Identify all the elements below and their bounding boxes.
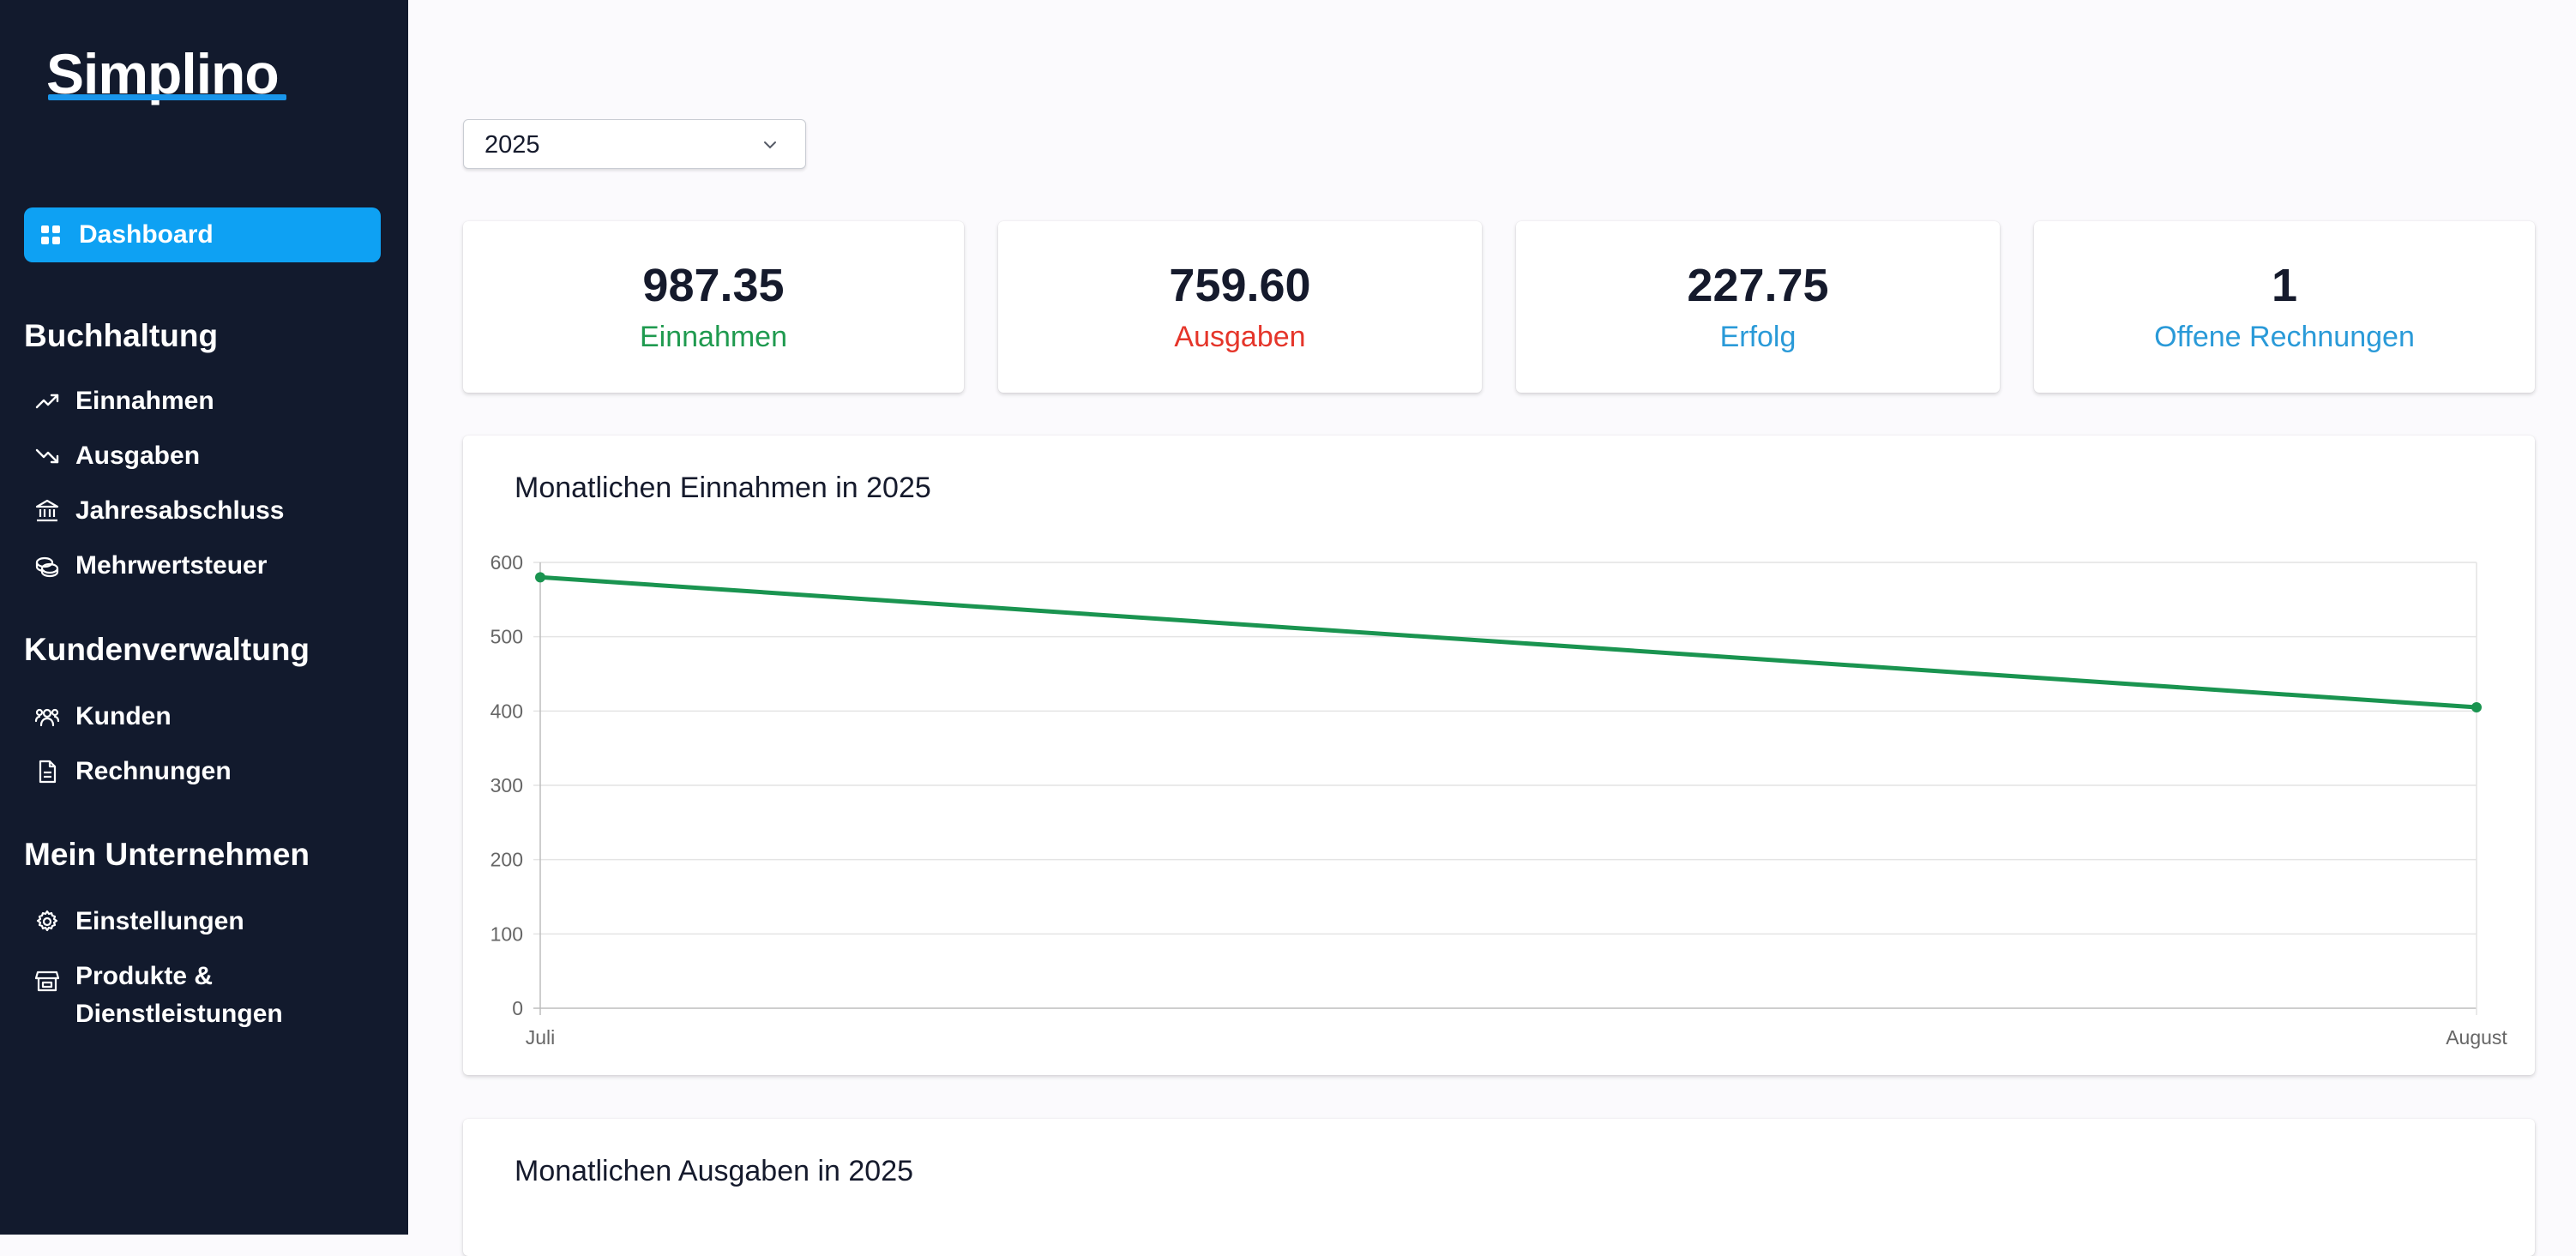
trending-up-icon [34, 388, 60, 414]
section-title-buchhaltung: Buchhaltung [24, 318, 219, 353]
sidebar-item-jahresabschluss[interactable]: Jahresabschluss [34, 492, 284, 530]
stat-card-ausgaben: 759.60 Ausgaben [998, 221, 1482, 393]
sidebar-item-einnahmen[interactable]: Einnahmen [34, 382, 214, 420]
dashboard-grid-icon [38, 222, 63, 248]
sidebar-item-label: Mehrwertsteuer [75, 551, 268, 580]
sidebar-item-ausgaben[interactable]: Ausgaben [34, 437, 200, 475]
stat-value: 987.35 [642, 260, 785, 311]
y-tick-label: 400 [491, 700, 523, 722]
stat-card-einnahmen: 987.35 Einnahmen [463, 221, 964, 393]
x-tick-label: August [2446, 1026, 2507, 1049]
sidebar-item-label: Ausgaben [75, 442, 201, 470]
y-tick-label: 300 [491, 774, 523, 796]
data-point [535, 572, 545, 583]
stat-value: 759.60 [1169, 260, 1311, 311]
y-tick-label: 500 [491, 626, 523, 648]
chart-title: Monatlichen Ausgaben in 2025 [515, 1155, 914, 1187]
year-select-value: 2025 [485, 131, 540, 159]
bank-icon [34, 498, 60, 524]
year-select[interactable]: 2025 [463, 119, 806, 169]
document-icon [34, 759, 60, 784]
users-icon [34, 704, 60, 730]
coins-icon [34, 553, 60, 579]
logo-underline [48, 94, 286, 100]
stat-label: Erfolg [1719, 321, 1797, 353]
gear-icon [34, 909, 60, 934]
section-title-mein-unternehmen: Mein Unternehmen [24, 837, 310, 872]
sidebar-item-label: Rechnungen [75, 757, 232, 785]
income-line-chart: 0 100 200 300 400 500 600 Juli August [491, 551, 2508, 1049]
sidebar-item-dashboard[interactable]: Dashboard [24, 207, 381, 262]
income-chart-panel: Monatlichen Einnahmen in 2025 0 100 200 300… [463, 436, 2535, 1075]
chevron-down-icon [761, 135, 779, 154]
sidebar-item-label: Einstellungen [75, 907, 244, 935]
sidebar-item-label: Kunden [75, 702, 172, 730]
sidebar-item-label: Dashboard [79, 220, 214, 249]
trending-down-icon [34, 443, 60, 469]
stat-value: 1 [2271, 260, 2298, 311]
sidebar-item-label: Einnahmen [75, 387, 214, 415]
sidebar-item-kunden[interactable]: Kunden [34, 698, 172, 736]
y-tick-label: 200 [491, 849, 523, 871]
y-tick-label: 100 [491, 922, 523, 945]
sidebar-item-einstellungen[interactable]: Einstellungen [34, 903, 244, 940]
y-tick-label: 0 [512, 997, 523, 1019]
y-tick-label: 600 [491, 551, 523, 574]
section-title-kundenverwaltung: Kundenverwaltung [24, 632, 310, 667]
expenses-chart-panel: Monatlichen Ausgaben in 2025 [463, 1119, 2535, 1256]
store-icon [34, 968, 60, 994]
sidebar-item-mehrwertsteuer[interactable]: Mehrwertsteuer [34, 547, 267, 585]
sidebar: Simplino Dashboard Buchhaltung Einnahmen… [0, 0, 408, 1235]
series-line [539, 574, 2477, 710]
x-tick-label: Juli [526, 1026, 556, 1049]
data-point [2471, 702, 2482, 712]
stat-value: 227.75 [1687, 260, 1829, 311]
stat-card-erfolg: 227.75 Erfolg [1516, 221, 2000, 393]
stat-label: Ausgaben [1174, 321, 1306, 353]
sidebar-item-produkte[interactable]: Produkte & Dienstleistungen [34, 958, 316, 1033]
sidebar-item-label: Produkte & Dienstleistungen [75, 962, 283, 1028]
sidebar-item-label: Jahresabschluss [75, 496, 285, 525]
chart-title: Monatlichen Einnahmen in 2025 [515, 472, 931, 504]
stat-label: Offene Rechnungen [2154, 321, 2415, 353]
stat-card-offene-rechnungen[interactable]: 1 Offene Rechnungen [2034, 221, 2535, 393]
sidebar-item-rechnungen[interactable]: Rechnungen [34, 753, 232, 790]
stat-label: Einnahmen [639, 321, 787, 353]
